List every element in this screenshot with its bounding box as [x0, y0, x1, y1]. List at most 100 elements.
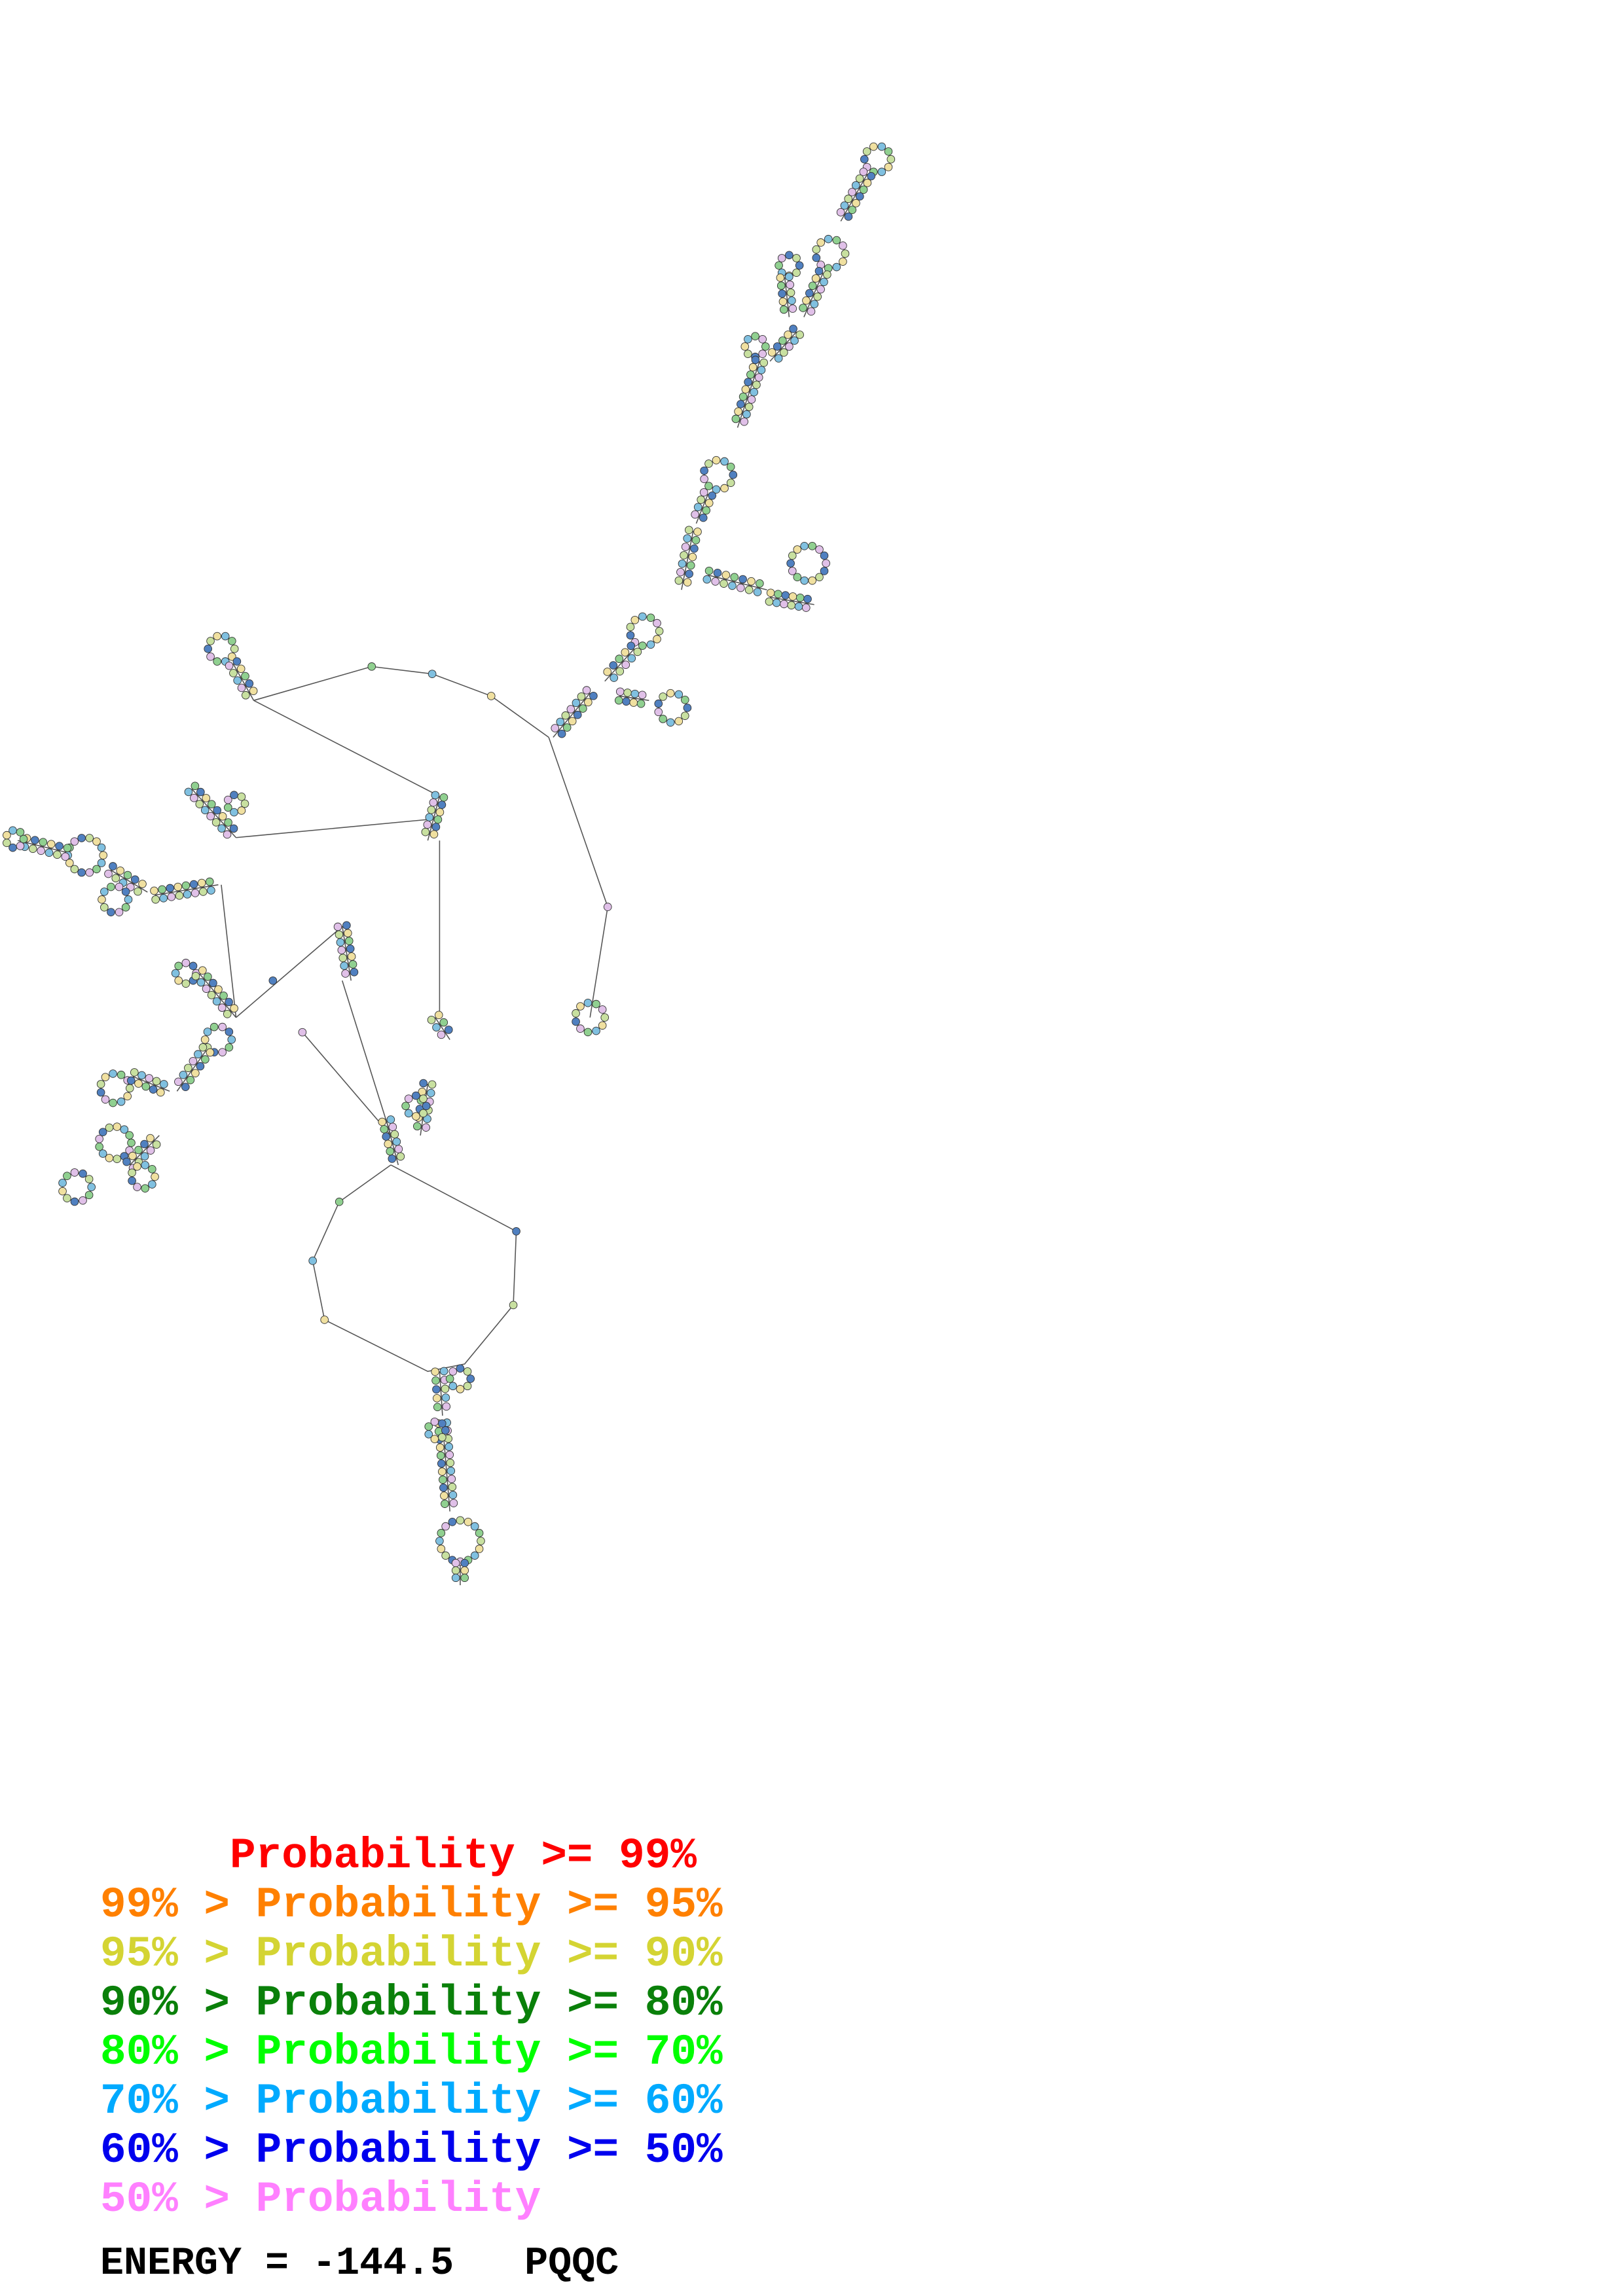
nucleotide — [87, 1183, 96, 1192]
nucleotide — [777, 254, 786, 262]
legend-suffix: >= 90% — [566, 1929, 723, 1979]
nucleotide — [442, 1402, 451, 1411]
legend-label: Probability — [255, 1880, 541, 1929]
backbone-segment — [232, 663, 255, 701]
backbone-segment — [191, 788, 237, 838]
nucleotide — [788, 567, 797, 575]
nucleotide — [638, 612, 647, 621]
nucleotide — [79, 1169, 87, 1178]
nucleotide — [444, 1026, 453, 1034]
nucleotide — [674, 576, 684, 585]
nucleotide — [184, 787, 193, 797]
nucleotide — [774, 590, 782, 598]
nucleotide — [200, 1035, 210, 1044]
nucleotide — [448, 1367, 458, 1376]
nucleotide — [633, 647, 642, 656]
nucleotide — [335, 930, 344, 939]
nucleotide — [603, 668, 612, 676]
nucleotide — [582, 686, 591, 694]
nucleotide — [448, 1517, 457, 1526]
nucleotide — [562, 723, 572, 732]
nucleotide — [445, 1443, 454, 1451]
backbone-segment — [604, 648, 635, 682]
nucleotide — [609, 661, 618, 670]
nucleotide — [207, 800, 216, 809]
nucleotide — [217, 1003, 227, 1012]
nucleotide — [16, 842, 25, 850]
nucleotide — [740, 342, 750, 351]
backbone-segment — [221, 884, 237, 1018]
nucleotide — [186, 1075, 195, 1085]
nucleotide — [213, 632, 221, 641]
backbone-segment — [198, 973, 237, 1018]
nucleotide — [204, 973, 212, 981]
nucleotide — [754, 373, 763, 382]
nucleotide — [572, 698, 581, 708]
nucleotide — [242, 691, 250, 700]
nucleotide — [447, 1467, 456, 1475]
backbone-segment — [553, 692, 591, 738]
nucleotide — [445, 1374, 454, 1383]
nucleotide — [780, 600, 788, 609]
nucleotide — [423, 820, 432, 829]
nucleotide — [780, 348, 788, 357]
nucleotide — [225, 1028, 234, 1036]
nucleotide — [191, 1069, 200, 1077]
backbone-segment — [129, 1135, 160, 1166]
nucleotide — [744, 403, 754, 412]
nucleotide — [158, 885, 166, 894]
nucleotide — [739, 575, 747, 584]
nucleotide — [470, 1551, 479, 1560]
nucleotide — [174, 1077, 183, 1086]
backbone-segment — [695, 493, 709, 524]
legend-row: 80% > Probability >= 70% — [100, 2031, 723, 2074]
nucleotide — [333, 922, 342, 931]
nucleotide — [848, 188, 856, 196]
nucleotide — [394, 1145, 403, 1153]
nucleotide — [423, 1115, 431, 1123]
nucleotide — [9, 826, 17, 835]
nucleotide — [55, 842, 64, 850]
nucleotide — [380, 1125, 389, 1134]
nucleotide — [674, 690, 684, 699]
nucleotide — [788, 296, 796, 305]
nucleotide — [97, 843, 106, 852]
nucleotide — [382, 1132, 391, 1141]
backbone-segment — [155, 884, 219, 896]
nucleotide — [721, 571, 731, 579]
nucleotide-bases — [3, 142, 896, 1583]
nucleotide — [816, 238, 826, 247]
nucleotide — [439, 1475, 447, 1484]
nucleotide — [404, 1094, 413, 1103]
nucleotide — [512, 1227, 520, 1236]
nucleotide — [748, 363, 757, 372]
nucleotide — [728, 581, 737, 590]
nucleotide — [116, 866, 125, 875]
nucleotide — [655, 626, 664, 636]
nucleotide — [815, 573, 824, 582]
nucleotide — [200, 806, 210, 815]
nucleotide — [92, 865, 101, 874]
nucleotide — [877, 142, 886, 151]
backbone-segment — [737, 361, 761, 428]
nucleotide — [704, 566, 714, 575]
energy-value: -144.5 — [312, 2242, 454, 2286]
nucleotide — [63, 844, 72, 852]
nucleotide — [808, 576, 816, 585]
legend-row: 50% > Probability — [100, 2178, 567, 2221]
nucleotide — [626, 631, 635, 639]
backbone-segment — [803, 272, 824, 317]
backbone-segment — [312, 1164, 517, 1372]
nucleotide — [3, 831, 11, 840]
nucleotide — [194, 1050, 202, 1059]
legend-suffix: >= 80% — [566, 1979, 723, 2028]
nucleotide — [886, 155, 896, 164]
nucleotide — [638, 691, 647, 700]
nucleotide — [39, 838, 48, 846]
nucleotide — [378, 1117, 387, 1126]
nucleotide — [58, 1187, 67, 1196]
backbone-segment — [769, 596, 814, 605]
nucleotide — [786, 288, 795, 297]
nucleotide — [683, 704, 692, 712]
legend-row: Probability >= 99% — [100, 1835, 697, 1878]
